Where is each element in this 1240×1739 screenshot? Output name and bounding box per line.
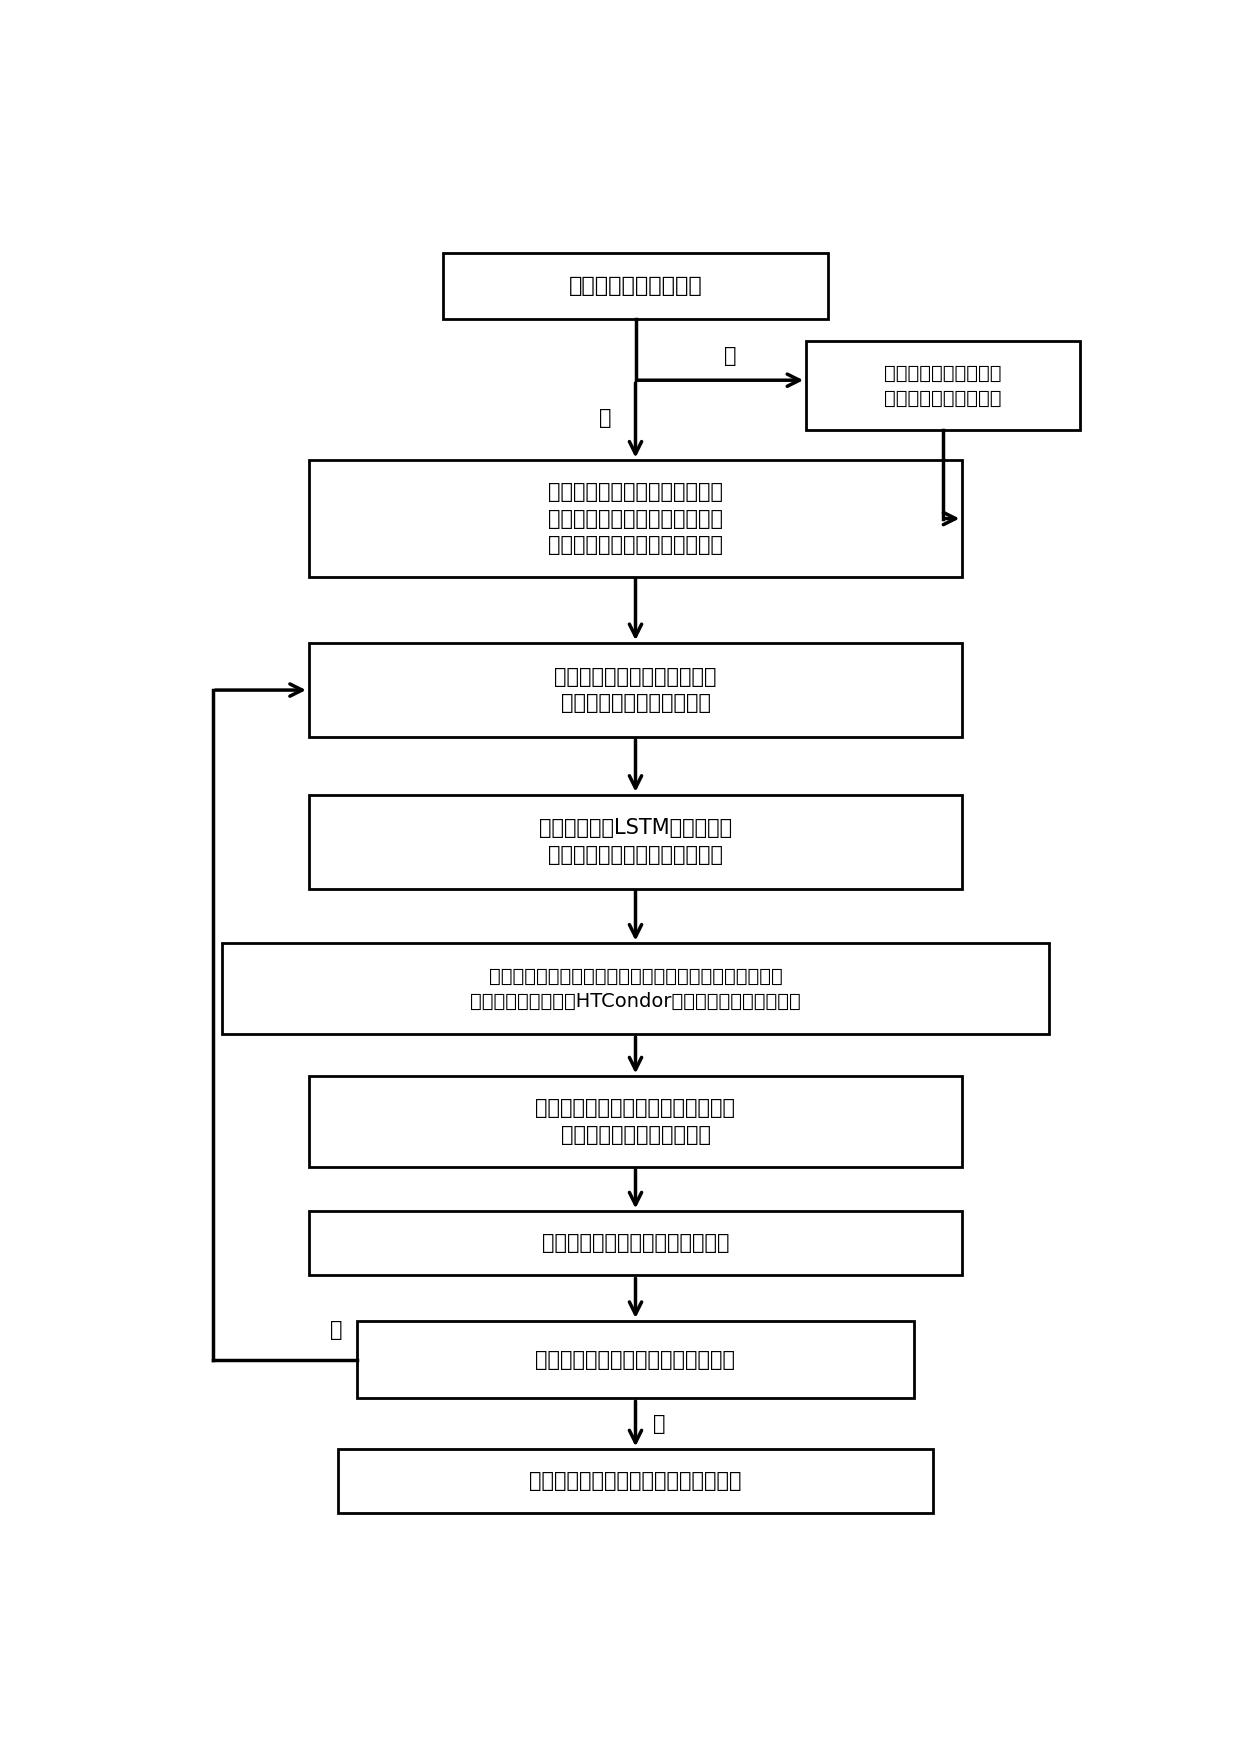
Text: 训练数据是否有缺失值: 训练数据是否有缺失值 (569, 277, 702, 296)
FancyBboxPatch shape (309, 461, 962, 577)
Text: 否: 否 (599, 409, 611, 428)
Text: 将每类道路需要训练的网络模型和数据看成一个作业，利
用批处理脚本（例如HTCondor脚本）提交到集群上运行: 将每类道路需要训练的网络模型和数据看成一个作业，利 用批处理脚本（例如HTCon… (470, 967, 801, 1010)
FancyBboxPatch shape (309, 795, 962, 889)
FancyBboxPatch shape (806, 341, 1080, 430)
FancyBboxPatch shape (309, 643, 962, 737)
Text: 对缺失值采取周围平均
化的方式填补缺失数据: 对缺失值采取周围平均 化的方式填补缺失数据 (884, 363, 1002, 407)
FancyBboxPatch shape (444, 252, 828, 320)
Text: 是: 是 (652, 1414, 666, 1433)
Text: 将预测结果进行融合得到最终预测结果: 将预测结果进行融合得到最终预测结果 (529, 1471, 742, 1492)
Text: 是否达到模型融合次数（两到三次）: 是否达到模型融合次数（两到三次） (536, 1349, 735, 1370)
Text: 根据道路的部分历史交通流量序
列计算其相关性，并根据相关性
进行道路聚类将道路分成若干类: 根据道路的部分历史交通流量序 列计算其相关性，并根据相关性 进行道路聚类将道路分… (548, 482, 723, 555)
Text: 利用道路的相关性，提取训练
数据的时间信息和空间信息: 利用道路的相关性，提取训练 数据的时间信息和空间信息 (554, 666, 717, 713)
FancyBboxPatch shape (357, 1322, 914, 1398)
FancyBboxPatch shape (337, 1449, 934, 1513)
FancyBboxPatch shape (309, 1212, 962, 1275)
FancyBboxPatch shape (309, 1076, 962, 1167)
Text: 利用批处理提交预测任务到集群，让
训练好的网络模型进行预测: 利用批处理提交预测任务到集群，让 训练好的网络模型进行预测 (536, 1099, 735, 1144)
Text: 否: 否 (330, 1320, 342, 1339)
Text: 是: 是 (724, 346, 737, 365)
FancyBboxPatch shape (222, 944, 1049, 1035)
Text: 设计双层双向LSTM深度神经网
络模型对每类道路分别进行训练: 设计双层双向LSTM深度神经网 络模型对每类道路分别进行训练 (539, 819, 732, 864)
Text: 将每类道路的预测结果合并在一起: 将每类道路的预测结果合并在一起 (542, 1233, 729, 1254)
